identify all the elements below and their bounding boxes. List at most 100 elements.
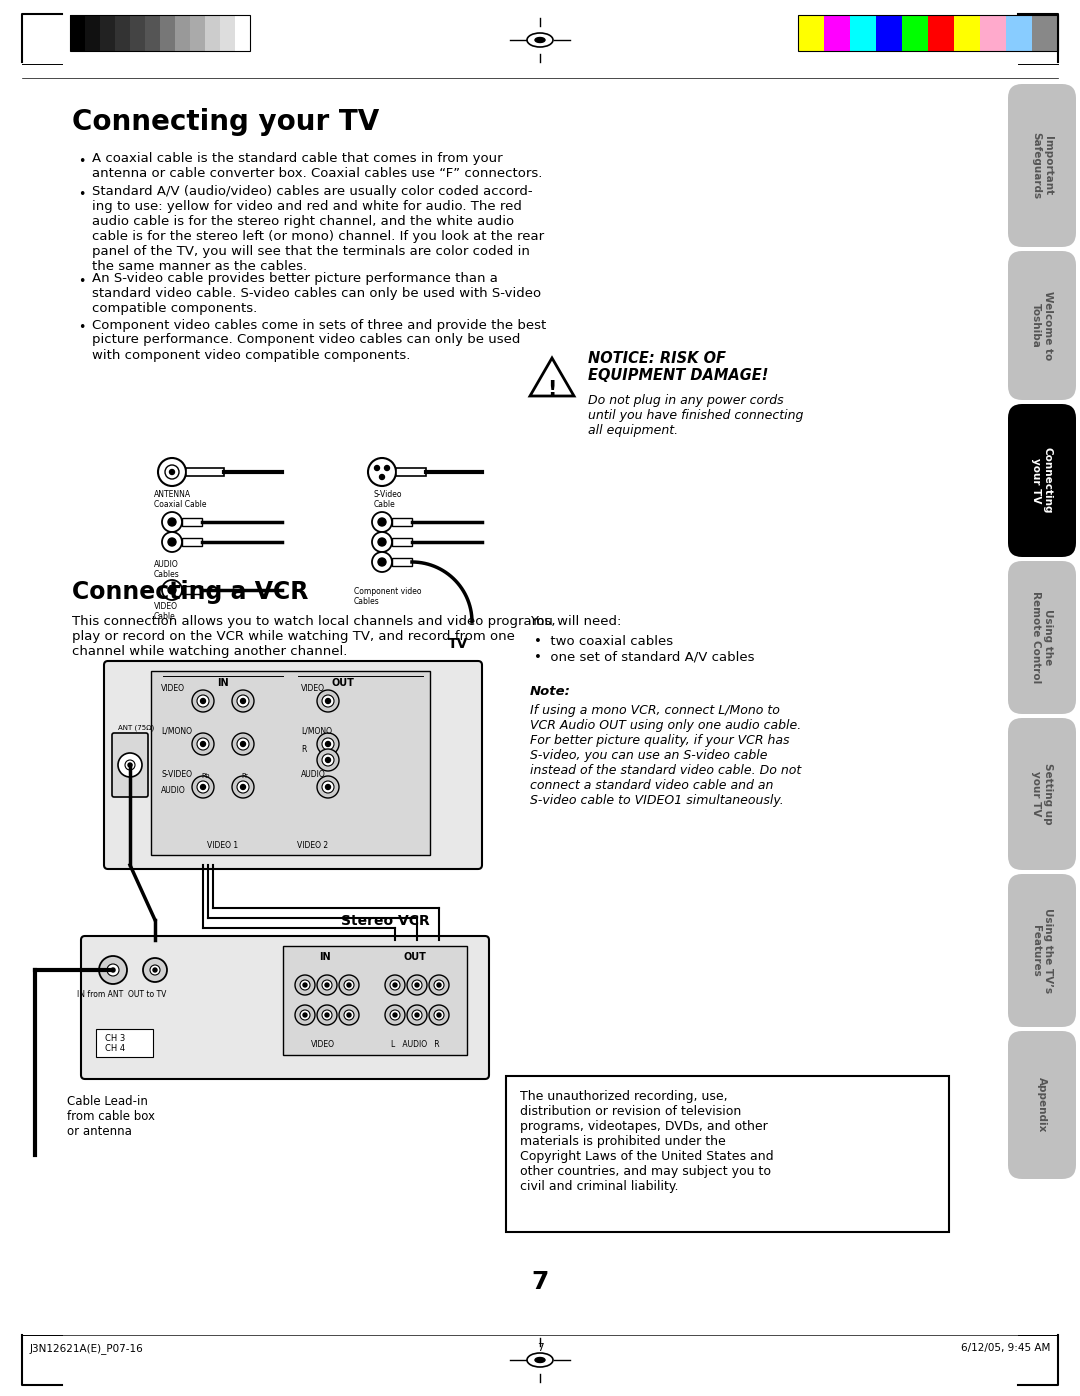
Text: IN: IN — [217, 678, 229, 688]
Ellipse shape — [535, 38, 545, 42]
Circle shape — [192, 776, 214, 799]
Circle shape — [318, 750, 339, 771]
Text: Setting up
your TV: Setting up your TV — [1031, 764, 1053, 825]
Circle shape — [192, 733, 214, 755]
Circle shape — [339, 1005, 359, 1025]
Text: Note:: Note: — [530, 685, 571, 698]
Circle shape — [325, 741, 330, 747]
Circle shape — [429, 974, 449, 995]
Text: OUT: OUT — [332, 678, 354, 688]
Circle shape — [325, 698, 330, 704]
FancyBboxPatch shape — [81, 935, 489, 1079]
Text: VIDEO 2: VIDEO 2 — [297, 840, 328, 850]
Circle shape — [434, 980, 444, 990]
Circle shape — [153, 967, 157, 972]
FancyBboxPatch shape — [1008, 874, 1076, 1027]
Bar — [70, 15, 249, 52]
Text: IN: IN — [320, 952, 330, 962]
Text: Do not plug in any power cords
until you have finished connecting
all equipment.: Do not plug in any power cords until you… — [588, 394, 804, 437]
Bar — [160, 15, 175, 52]
Circle shape — [168, 537, 176, 546]
Circle shape — [325, 983, 329, 987]
FancyBboxPatch shape — [151, 671, 430, 854]
Bar — [85, 15, 100, 52]
Circle shape — [378, 518, 386, 526]
FancyBboxPatch shape — [392, 537, 411, 546]
Circle shape — [168, 586, 176, 595]
Circle shape — [407, 1005, 427, 1025]
Circle shape — [232, 733, 254, 755]
Text: This connection allows you to watch local channels and video programs,
play or r: This connection allows you to watch loca… — [72, 616, 555, 658]
Circle shape — [322, 980, 332, 990]
Text: NOTICE: RISK OF
EQUIPMENT DAMAGE!: NOTICE: RISK OF EQUIPMENT DAMAGE! — [588, 350, 768, 384]
Text: AUDIO
Cables: AUDIO Cables — [154, 560, 179, 579]
Circle shape — [379, 475, 384, 479]
Text: ANT (75Ω): ANT (75Ω) — [118, 725, 154, 732]
Bar — [114, 15, 130, 52]
Text: •: • — [78, 188, 85, 201]
Text: !: ! — [548, 380, 556, 401]
FancyBboxPatch shape — [1008, 1032, 1076, 1180]
Circle shape — [384, 1005, 405, 1025]
FancyBboxPatch shape — [112, 733, 148, 797]
Circle shape — [415, 983, 419, 987]
Circle shape — [393, 983, 397, 987]
Circle shape — [237, 738, 249, 750]
Text: The unauthorized recording, use,
distribution or revision of television
programs: The unauthorized recording, use, distrib… — [519, 1090, 773, 1194]
Bar — [220, 15, 235, 52]
Circle shape — [339, 974, 359, 995]
FancyBboxPatch shape — [183, 537, 202, 546]
Circle shape — [325, 758, 330, 762]
Text: VIDEO: VIDEO — [301, 684, 325, 692]
FancyBboxPatch shape — [183, 518, 202, 526]
Text: CH 4: CH 4 — [105, 1044, 125, 1053]
Circle shape — [318, 1005, 337, 1025]
Text: A coaxial cable is the standard cable that comes in from your
antenna or cable c: A coaxial cable is the standard cable th… — [92, 152, 542, 180]
Text: Stereo VCR: Stereo VCR — [340, 914, 430, 928]
Circle shape — [429, 1005, 449, 1025]
Circle shape — [318, 690, 339, 712]
Text: OUT: OUT — [404, 952, 427, 962]
Text: VIDEO 1: VIDEO 1 — [207, 840, 239, 850]
Circle shape — [375, 465, 379, 470]
Text: VIDEO
Cable: VIDEO Cable — [154, 602, 178, 621]
Circle shape — [322, 738, 334, 750]
Circle shape — [170, 469, 175, 475]
Circle shape — [118, 752, 141, 778]
Circle shape — [411, 980, 422, 990]
Circle shape — [165, 465, 179, 479]
Circle shape — [241, 698, 245, 704]
Bar — [850, 15, 876, 52]
Text: AUDIO: AUDIO — [161, 786, 186, 794]
Text: Appendix: Appendix — [1037, 1078, 1047, 1132]
Text: 7: 7 — [537, 1343, 543, 1353]
Circle shape — [143, 958, 167, 981]
Bar — [798, 15, 1058, 52]
Circle shape — [300, 1009, 310, 1020]
Text: VIDEO: VIDEO — [311, 1040, 335, 1048]
Text: ANTENNA
Coaxial Cable: ANTENNA Coaxial Cable — [154, 490, 206, 510]
FancyBboxPatch shape — [186, 468, 224, 476]
Circle shape — [197, 738, 210, 750]
Circle shape — [241, 741, 245, 747]
Bar — [235, 15, 249, 52]
Bar — [70, 15, 85, 52]
Circle shape — [378, 558, 386, 565]
Bar — [824, 15, 850, 52]
Circle shape — [325, 785, 330, 790]
Circle shape — [295, 1005, 315, 1025]
Text: •: • — [78, 321, 85, 335]
Circle shape — [407, 974, 427, 995]
Circle shape — [372, 532, 392, 551]
FancyBboxPatch shape — [1008, 718, 1076, 870]
Circle shape — [111, 967, 114, 972]
Text: L   AUDIO   R: L AUDIO R — [391, 1040, 440, 1048]
Text: 7: 7 — [531, 1270, 549, 1294]
Circle shape — [384, 465, 390, 470]
Text: An S-video cable provides better picture performance than a
standard video cable: An S-video cable provides better picture… — [92, 272, 541, 315]
Bar — [1005, 15, 1032, 52]
Text: J3N12621A(E)_P07-16: J3N12621A(E)_P07-16 — [30, 1343, 144, 1354]
FancyBboxPatch shape — [283, 946, 467, 1055]
Circle shape — [197, 780, 210, 793]
Text: Using the
Remote Control: Using the Remote Control — [1031, 592, 1053, 684]
